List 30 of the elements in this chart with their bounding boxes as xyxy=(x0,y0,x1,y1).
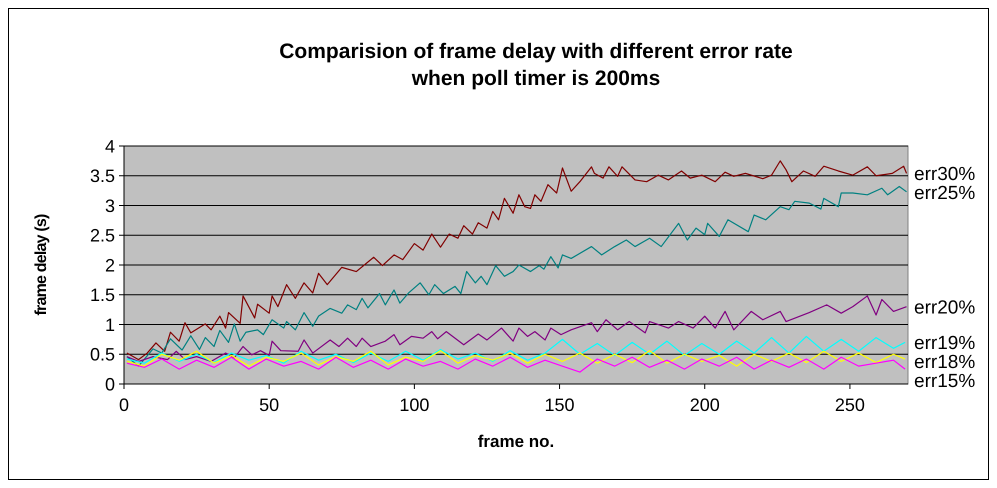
y-tick-label: 1.5 xyxy=(90,285,115,306)
y-tick-label: 0.5 xyxy=(90,344,115,365)
series-label: err18% xyxy=(914,352,976,373)
series-label: err15% xyxy=(914,371,976,392)
y-tick-label: 2 xyxy=(104,255,115,276)
series-label: err25% xyxy=(914,183,976,204)
line-series xyxy=(126,350,906,367)
series-label: err19% xyxy=(914,333,976,354)
y-tick-label: 0 xyxy=(104,374,115,394)
x-tick-label: 250 xyxy=(834,395,865,415)
line-series xyxy=(126,160,908,360)
line-series xyxy=(126,186,908,367)
y-tick-label: 4 xyxy=(104,136,115,156)
x-axis-title: frame no. xyxy=(478,432,554,451)
line-series xyxy=(126,336,906,364)
y-tick-label: 1 xyxy=(104,314,115,335)
line-series xyxy=(126,295,908,362)
x-tick-label: 50 xyxy=(259,395,280,415)
x-tick-label: 100 xyxy=(399,395,430,415)
y-tick-label: 2.5 xyxy=(90,226,115,246)
series-label: err30% xyxy=(914,164,976,186)
series-label: err20% xyxy=(914,297,976,318)
x-tick-label: 0 xyxy=(118,395,130,415)
y-tick-label: 3.5 xyxy=(90,166,115,186)
y-tick-label: 3 xyxy=(104,196,115,216)
chart-title: Comparision of frame delay with different error rate when poll timer is 200ms xyxy=(279,40,793,90)
y-axis-title: frame delay (s) xyxy=(33,214,50,316)
x-tick-label: 200 xyxy=(690,395,720,415)
line-series xyxy=(126,356,906,373)
x-tick-label: 150 xyxy=(544,395,575,415)
